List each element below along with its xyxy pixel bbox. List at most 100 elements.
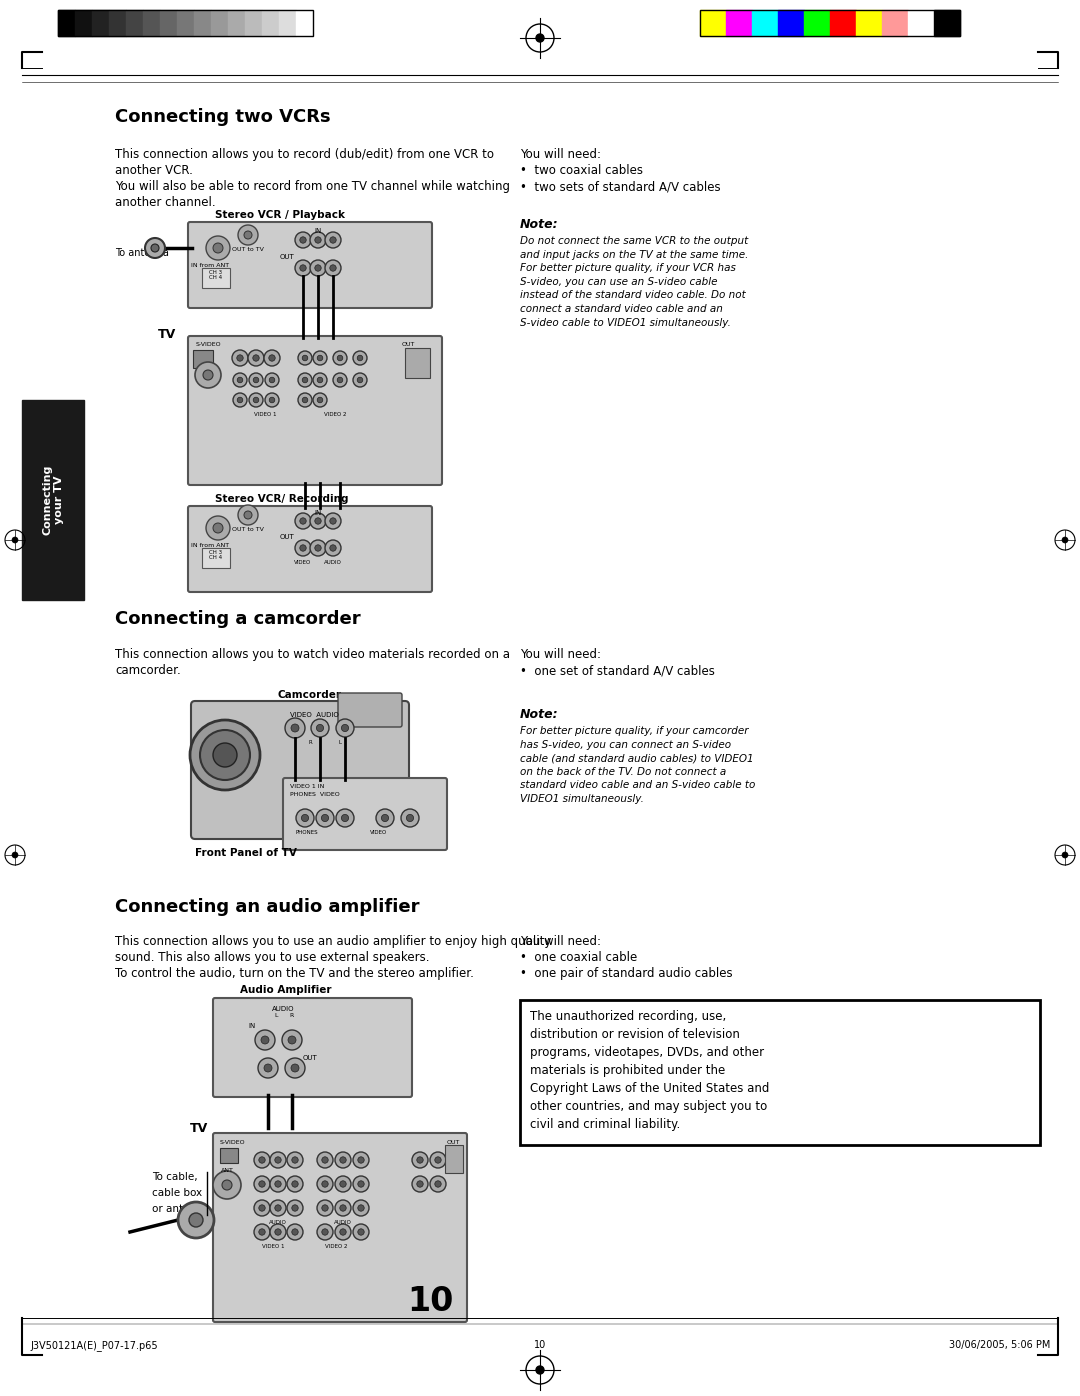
Circle shape <box>253 398 259 403</box>
Circle shape <box>335 1175 351 1192</box>
Circle shape <box>249 373 264 387</box>
Circle shape <box>178 1202 214 1238</box>
Circle shape <box>264 350 280 366</box>
Circle shape <box>329 237 336 243</box>
Text: cable box: cable box <box>152 1188 202 1198</box>
Text: R: R <box>308 740 312 745</box>
Circle shape <box>406 814 414 822</box>
Text: AUDIO: AUDIO <box>324 560 342 565</box>
Circle shape <box>316 725 324 732</box>
Circle shape <box>376 810 394 826</box>
Bar <box>194 10 211 36</box>
Text: The unauthorized recording, use,
distribution or revision of television
programs: The unauthorized recording, use, distrib… <box>530 1009 769 1131</box>
Bar <box>177 10 194 36</box>
Circle shape <box>353 1175 369 1192</box>
Circle shape <box>261 1036 269 1044</box>
Text: IN from ANT: IN from ANT <box>191 543 229 549</box>
Bar <box>445 1145 463 1173</box>
Text: This connection allows you to use an audio amplifier to enjoy high quality: This connection allows you to use an aud… <box>114 935 552 948</box>
Circle shape <box>206 517 230 540</box>
Circle shape <box>357 1205 364 1212</box>
Circle shape <box>253 377 259 383</box>
Circle shape <box>274 1181 281 1187</box>
Text: OUT: OUT <box>303 1055 318 1061</box>
FancyBboxPatch shape <box>191 701 409 839</box>
Bar <box>831 10 856 36</box>
Circle shape <box>206 236 230 260</box>
Circle shape <box>313 394 327 408</box>
Bar <box>228 10 245 36</box>
Text: S-VIDEO: S-VIDEO <box>195 342 221 348</box>
Circle shape <box>401 810 419 826</box>
Text: Connecting two VCRs: Connecting two VCRs <box>114 107 330 126</box>
Text: OUT: OUT <box>447 1141 460 1145</box>
Circle shape <box>145 237 165 258</box>
Circle shape <box>411 1152 428 1168</box>
Circle shape <box>322 1181 328 1187</box>
Circle shape <box>270 1152 286 1168</box>
Circle shape <box>336 810 354 826</box>
Circle shape <box>300 265 307 271</box>
Text: PHONES: PHONES <box>295 831 318 835</box>
Circle shape <box>233 394 247 408</box>
Circle shape <box>335 1152 351 1168</box>
Circle shape <box>282 1030 302 1050</box>
Circle shape <box>313 373 327 387</box>
Circle shape <box>335 1201 351 1216</box>
Text: Front Panel of TV: Front Panel of TV <box>195 847 297 859</box>
FancyBboxPatch shape <box>283 778 447 850</box>
Circle shape <box>248 350 264 366</box>
Circle shape <box>255 1030 275 1050</box>
Text: VIDEO 1: VIDEO 1 <box>262 1244 284 1249</box>
Text: To control the audio, turn on the TV and the stereo amplifier.: To control the audio, turn on the TV and… <box>114 967 474 980</box>
Circle shape <box>300 544 307 551</box>
Text: 10: 10 <box>407 1284 454 1318</box>
Text: CH 3
CH 4: CH 3 CH 4 <box>210 550 222 560</box>
Circle shape <box>325 512 341 529</box>
Text: Camcorder: Camcorder <box>278 690 342 699</box>
Circle shape <box>287 1175 303 1192</box>
Circle shape <box>325 540 341 556</box>
Circle shape <box>295 512 311 529</box>
Bar <box>245 10 262 36</box>
Circle shape <box>311 719 329 737</box>
Bar <box>700 10 960 36</box>
Text: OUT: OUT <box>280 254 295 260</box>
Text: OUT to TV: OUT to TV <box>232 528 264 532</box>
Circle shape <box>270 1224 286 1240</box>
Bar <box>519 1000 1040 1145</box>
Circle shape <box>333 373 347 387</box>
Circle shape <box>287 1224 303 1240</box>
Text: VIDEO 1 IN: VIDEO 1 IN <box>291 785 324 789</box>
Circle shape <box>335 1224 351 1240</box>
Circle shape <box>244 230 252 239</box>
Text: OUT: OUT <box>280 535 295 540</box>
Text: R: R <box>289 1013 294 1018</box>
Circle shape <box>340 1228 347 1235</box>
Text: You will need:: You will need: <box>519 148 600 161</box>
Circle shape <box>269 377 274 383</box>
Circle shape <box>288 1036 296 1044</box>
Circle shape <box>336 719 354 737</box>
Bar <box>193 350 213 369</box>
Text: To antenna: To antenna <box>114 248 168 258</box>
Text: CH 3
CH 4: CH 3 CH 4 <box>210 269 222 281</box>
Circle shape <box>411 1175 428 1192</box>
Circle shape <box>298 350 312 364</box>
Text: AUDIO: AUDIO <box>334 1220 352 1226</box>
Circle shape <box>274 1228 281 1235</box>
Circle shape <box>318 1152 333 1168</box>
Text: VIDEO 2: VIDEO 2 <box>324 412 347 417</box>
Circle shape <box>269 355 275 362</box>
Bar <box>126 10 143 36</box>
Text: Do not connect the same VCR to the output
and input jacks on the TV at the same : Do not connect the same VCR to the outpu… <box>519 236 748 328</box>
Circle shape <box>253 355 259 362</box>
Circle shape <box>430 1175 446 1192</box>
Circle shape <box>314 265 321 271</box>
Text: Connecting an audio amplifier: Connecting an audio amplifier <box>114 898 419 916</box>
Text: camcorder.: camcorder. <box>114 664 180 677</box>
Circle shape <box>357 1181 364 1187</box>
Circle shape <box>333 350 347 364</box>
Circle shape <box>269 398 274 403</box>
Circle shape <box>301 814 309 822</box>
